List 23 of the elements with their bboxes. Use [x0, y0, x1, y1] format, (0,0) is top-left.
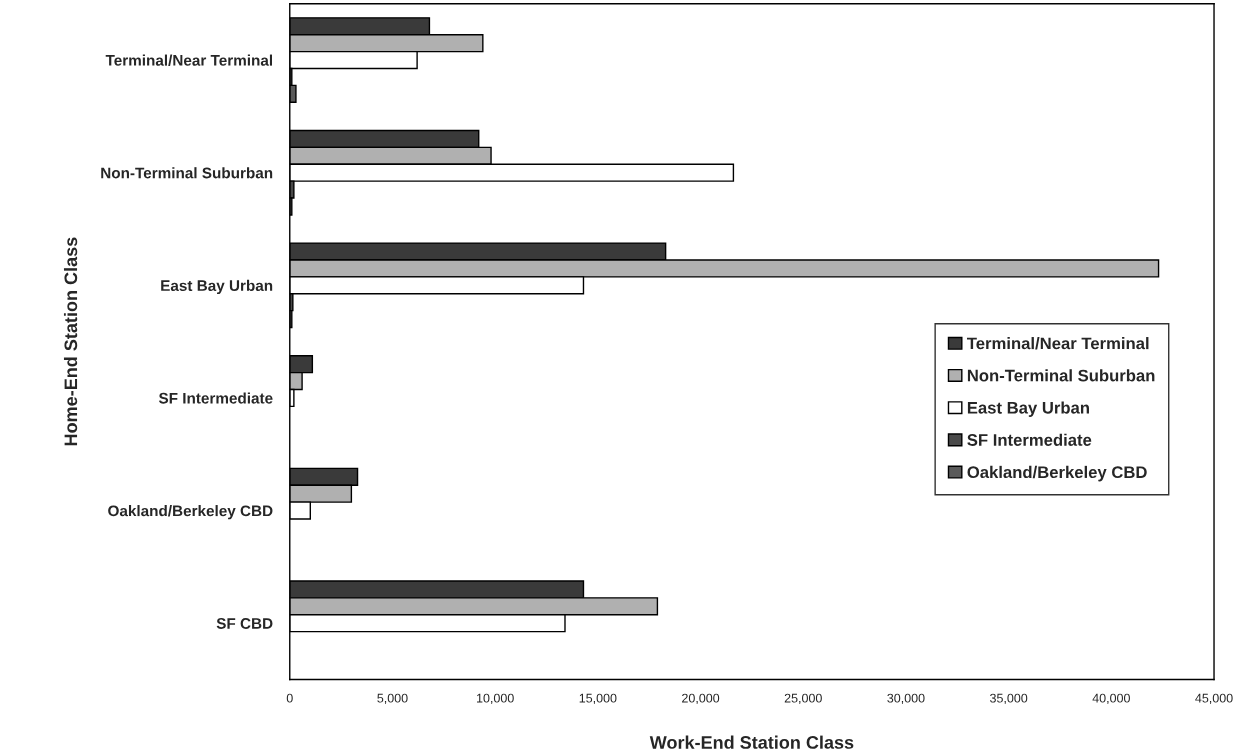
- y-tick-label: Terminal/Near Terminal: [105, 54, 273, 66]
- legend-label: Terminal/Near Terminal: [967, 337, 1149, 350]
- y-tick-label: Oakland/Berkeley CBD: [108, 505, 273, 520]
- legend-label: East Bay Urban: [967, 401, 1089, 417]
- x-tick-label: 15,000: [579, 693, 617, 705]
- x-tick-label: 45,000: [1195, 693, 1233, 705]
- x-tick-label: 25,000: [784, 693, 822, 705]
- legend-label: Oakland/Berkeley CBD: [967, 465, 1147, 482]
- x-tick-label: 20,000: [682, 693, 720, 705]
- y-tick-label: SF Intermediate: [158, 392, 273, 404]
- x-tick-label: 5,000: [377, 693, 408, 705]
- x-axis-title: Work-End Station Class: [649, 735, 854, 749]
- x-tick-label: 35,000: [990, 693, 1028, 705]
- y-axis-title: Home-End Station Class: [63, 237, 78, 446]
- legend-label: Non-Terminal Suburban: [967, 369, 1155, 382]
- x-tick-label: 30,000: [887, 693, 925, 705]
- x-tick-label: 10,000: [477, 693, 514, 705]
- x-tick-label: 40,000: [1092, 693, 1130, 705]
- y-tick-label: Non-Terminal Suburban: [101, 167, 273, 179]
- y-tick-label: East Bay Urban: [161, 279, 273, 295]
- y-tick-label: SF CBD: [216, 618, 273, 629]
- x-tick-label: 0: [286, 693, 293, 703]
- legend-label: SF Intermediate: [967, 433, 1092, 446]
